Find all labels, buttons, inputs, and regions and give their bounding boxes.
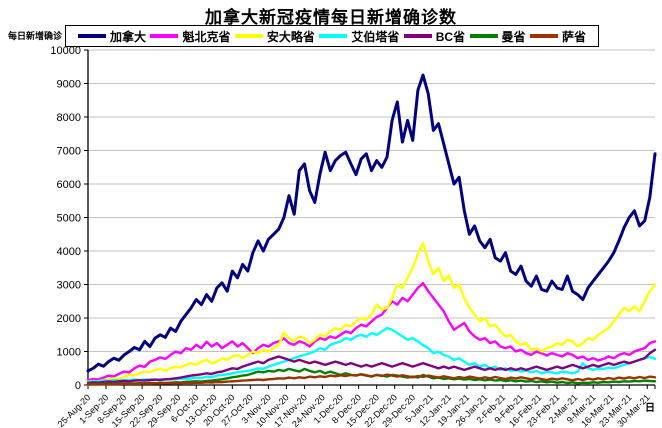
svg-text:4000: 4000 [57, 246, 81, 258]
legend-item-saskatchewan: 萨省 [529, 28, 586, 45]
canada-line-swatch [78, 34, 106, 38]
chart-title: 加拿大新冠疫情每日新增确诊数 [205, 8, 457, 27]
manitoba-line-swatch [469, 34, 498, 38]
legend-item-manitoba: 曼省 [469, 28, 526, 45]
bc-line-swatch [403, 34, 432, 38]
svg-text:9000: 9000 [57, 79, 81, 91]
legend-item-bc: BC省 [403, 28, 466, 45]
svg-text:5000: 5000 [57, 213, 81, 225]
legend-label: 艾伯塔省 [351, 29, 400, 44]
ontario-line-swatch [234, 34, 263, 38]
svg-text:2000: 2000 [57, 313, 81, 325]
legend-item-quebec: 魁北克省 [150, 28, 230, 45]
x-axis-label: 日 [645, 403, 655, 414]
y-axis-unit-label: 每日新增确诊 [8, 31, 63, 41]
svg-text:10000: 10000 [50, 45, 81, 57]
saskatchewan-line-swatch [529, 34, 558, 38]
legend-label: 加拿大 [110, 29, 147, 44]
legend-label: 安大略省 [266, 29, 315, 44]
svg-text:0: 0 [75, 380, 81, 392]
svg-text:8000: 8000 [57, 112, 81, 124]
legend-item-canada: 加拿大 [78, 28, 146, 45]
alberta-line-swatch [319, 34, 348, 38]
quebec-line-swatch [150, 34, 179, 38]
svg-text:7000: 7000 [57, 146, 81, 158]
legend-item-alberta: 艾伯塔省 [319, 28, 399, 45]
legend: 加拿大 魁北克省 安大略省 艾伯塔省 BC省 曼省 萨省 [65, 25, 599, 47]
legend-label: BC省 [435, 29, 466, 44]
svg-text:1000: 1000 [57, 347, 81, 359]
legend-label: 萨省 [561, 29, 586, 44]
legend-label: 曼省 [501, 29, 526, 44]
svg-text:6000: 6000 [57, 179, 81, 191]
legend-label: 魁北克省 [182, 29, 231, 44]
svg-text:3000: 3000 [57, 280, 81, 292]
legend-item-ontario: 安大略省 [234, 28, 315, 45]
